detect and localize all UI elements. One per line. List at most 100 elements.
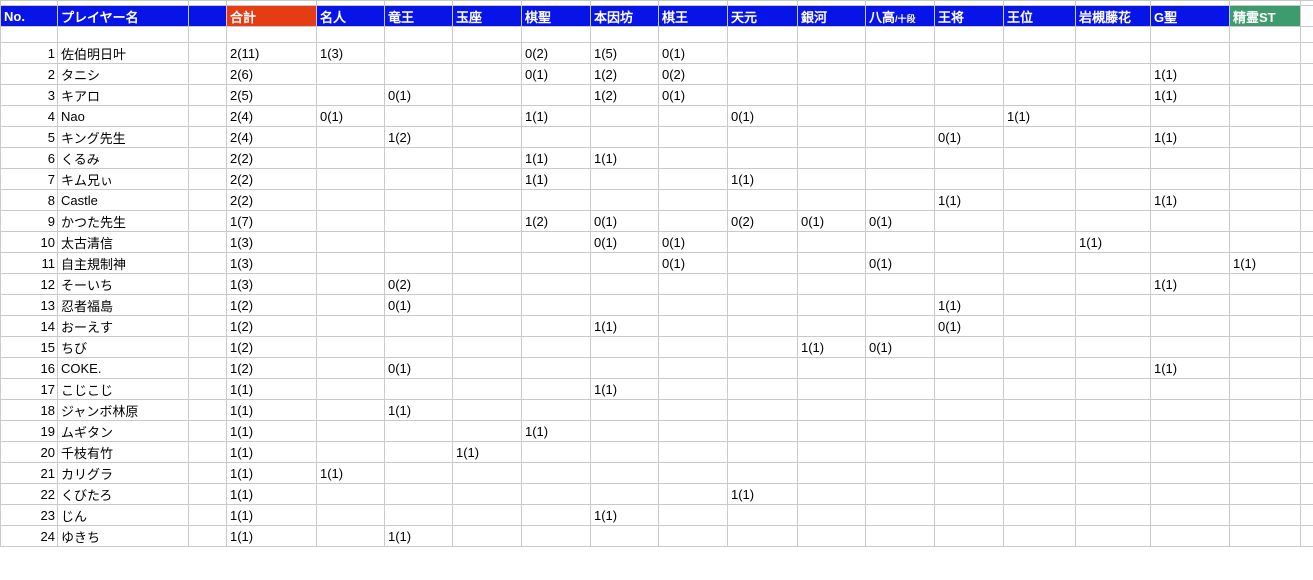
cell-kiou[interactable]: [658, 210, 728, 232]
cell-honinbou[interactable]: 0(1): [590, 231, 659, 253]
cell-kisei[interactable]: [521, 336, 591, 358]
cell-kisei[interactable]: [521, 273, 591, 295]
cell-tengen[interactable]: [727, 420, 798, 442]
cell-ryuuou[interactable]: [384, 483, 453, 505]
cell-total[interactable]: 1(1): [226, 462, 317, 484]
cell-seireist[interactable]: [1229, 441, 1301, 463]
cell-kisei[interactable]: [521, 231, 591, 253]
cell-hachikou[interactable]: 0(1): [865, 210, 935, 232]
cell-row-number[interactable]: 5: [0, 126, 58, 148]
cell-oushou[interactable]: [934, 399, 1004, 421]
column-header-kiou[interactable]: 棋王: [658, 5, 728, 27]
cell-ryuuou[interactable]: 0(1): [384, 357, 453, 379]
cell-ginga[interactable]: [797, 105, 866, 127]
cell-seireist[interactable]: [1229, 84, 1301, 106]
cell-gyokuza[interactable]: [452, 63, 522, 85]
column-header-gsei[interactable]: G聖: [1150, 5, 1230, 27]
cell-gyokuza[interactable]: [452, 189, 522, 211]
cell-kisei[interactable]: [521, 462, 591, 484]
cell-spacer[interactable]: [188, 420, 227, 442]
cell-ryuuou[interactable]: 0(1): [384, 84, 453, 106]
cell-oushou[interactable]: [934, 504, 1004, 526]
empty-cell[interactable]: [727, 26, 798, 43]
cell-iwatsukitouka[interactable]: [1075, 189, 1151, 211]
cell-meijin[interactable]: [316, 378, 385, 400]
cell-kiou[interactable]: [658, 378, 728, 400]
cell-oushou[interactable]: [934, 42, 1004, 64]
cell-meijin[interactable]: [316, 63, 385, 85]
cell-oushou[interactable]: [934, 420, 1004, 442]
cell-ryuuou[interactable]: [384, 42, 453, 64]
cell-player-name[interactable]: COKE.: [57, 357, 189, 379]
cell-hachikou[interactable]: [865, 294, 935, 316]
cell-spacer[interactable]: [188, 231, 227, 253]
cell-iwatsukitouka[interactable]: [1075, 168, 1151, 190]
cell-gsei[interactable]: [1150, 336, 1230, 358]
cell-iwatsukitouka[interactable]: [1075, 126, 1151, 148]
cell-kiou[interactable]: [658, 399, 728, 421]
cell-row-number[interactable]: 3: [0, 84, 58, 106]
cell-kisei[interactable]: [521, 189, 591, 211]
cell-total[interactable]: 1(1): [226, 525, 317, 547]
cell-kisei[interactable]: 0(2): [521, 42, 591, 64]
cell-ryuuou[interactable]: 0(1): [384, 294, 453, 316]
cell-row-number[interactable]: 7: [0, 168, 58, 190]
empty-cell[interactable]: [865, 26, 935, 43]
column-header-ginga[interactable]: 銀河: [797, 5, 866, 27]
cell-tengen[interactable]: 1(1): [727, 483, 798, 505]
cell-honinbou[interactable]: [590, 273, 659, 295]
cell-seireist[interactable]: [1229, 42, 1301, 64]
cell-gsei[interactable]: 1(1): [1150, 189, 1230, 211]
cell-iwatsukitouka[interactable]: [1075, 336, 1151, 358]
cell-honinbou[interactable]: [590, 168, 659, 190]
cell-meijin[interactable]: 1(3): [316, 42, 385, 64]
cell-honinbou[interactable]: [590, 399, 659, 421]
cell-meijin[interactable]: [316, 273, 385, 295]
cell-kiou[interactable]: [658, 525, 728, 547]
cell-iwatsukitouka[interactable]: [1075, 441, 1151, 463]
cell-row-number[interactable]: 8: [0, 189, 58, 211]
cell-spacer[interactable]: [188, 357, 227, 379]
cell-gyokuza[interactable]: [452, 294, 522, 316]
column-header-total[interactable]: 合計: [226, 5, 317, 27]
cell-gyokuza[interactable]: [452, 273, 522, 295]
cell-hachikou[interactable]: [865, 420, 935, 442]
cell-player-name[interactable]: 忍者福島: [57, 294, 189, 316]
cell-gyokuza[interactable]: [452, 210, 522, 232]
cell-seireist[interactable]: [1229, 525, 1301, 547]
cell-honinbou[interactable]: [590, 294, 659, 316]
cell-seireist[interactable]: [1229, 189, 1301, 211]
cell-row-number[interactable]: 15: [0, 336, 58, 358]
cell-total[interactable]: 1(1): [226, 504, 317, 526]
cell-honinbou[interactable]: 1(5): [590, 42, 659, 64]
cell-oui[interactable]: 1(1): [1003, 105, 1076, 127]
cell-kisei[interactable]: [521, 504, 591, 526]
cell-player-name[interactable]: そーいち: [57, 273, 189, 295]
cell-seireist[interactable]: [1229, 336, 1301, 358]
cell-tengen[interactable]: [727, 84, 798, 106]
cell-oui[interactable]: [1003, 357, 1076, 379]
cell-kiou[interactable]: [658, 315, 728, 337]
cell-kiou[interactable]: [658, 189, 728, 211]
cell-kisei[interactable]: 1(1): [521, 420, 591, 442]
cell-gsei[interactable]: 1(1): [1150, 63, 1230, 85]
cell-row-number[interactable]: 1: [0, 42, 58, 64]
cell-ryuuou[interactable]: 1(2): [384, 126, 453, 148]
cell-player-name[interactable]: 太古清信: [57, 231, 189, 253]
cell-gsei[interactable]: [1150, 483, 1230, 505]
cell-hachikou[interactable]: [865, 147, 935, 169]
cell-ginga[interactable]: 0(1): [797, 210, 866, 232]
cell-gsei[interactable]: [1150, 378, 1230, 400]
cell-row-number[interactable]: 13: [0, 294, 58, 316]
cell-gyokuza[interactable]: 1(1): [452, 441, 522, 463]
cell-hachikou[interactable]: [865, 189, 935, 211]
cell-ryuuou[interactable]: [384, 462, 453, 484]
cell-kiou[interactable]: [658, 294, 728, 316]
cell-seireist[interactable]: [1229, 462, 1301, 484]
cell-iwatsukitouka[interactable]: [1075, 42, 1151, 64]
cell-player-name[interactable]: 佐伯明日叶: [57, 42, 189, 64]
cell-iwatsukitouka[interactable]: [1075, 294, 1151, 316]
cell-kiou[interactable]: 0(1): [658, 231, 728, 253]
empty-cell[interactable]: [226, 26, 317, 43]
cell-ginga[interactable]: [797, 252, 866, 274]
